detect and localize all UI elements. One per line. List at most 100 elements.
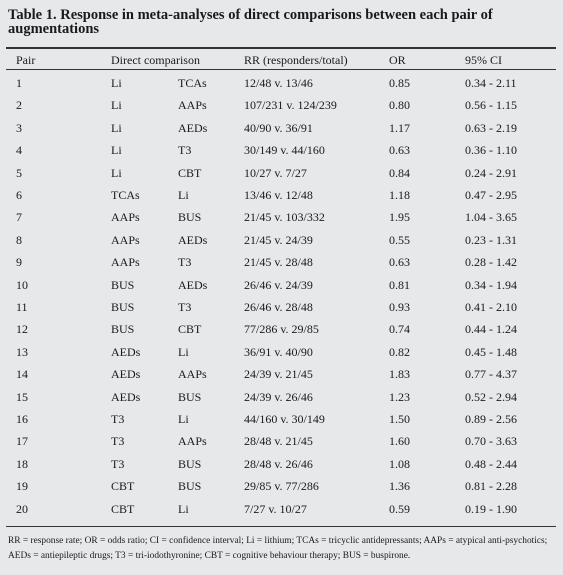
cell-augmentation-a: BUS	[111, 300, 135, 314]
table-bottom-rule	[6, 526, 556, 527]
cell-augmentation-b: CBT	[178, 165, 202, 180]
cell-ci: 0.28 - 1.42	[465, 255, 517, 270]
cell-pair: 13	[16, 344, 28, 359]
cell-or: 1.17	[389, 120, 410, 135]
cell-augmentation-b: AEDs	[178, 120, 208, 135]
header-ci: 95% CI	[465, 53, 502, 67]
cell-augmentation-a: T3	[111, 412, 125, 426]
cell-or: 1.60	[389, 434, 410, 449]
cell-or: 0.84	[389, 165, 410, 180]
cell-pair: 8	[16, 232, 22, 247]
cell-augmentation-a: BUS	[111, 277, 135, 292]
cell-rr: 10/27 v. 7/27	[244, 165, 307, 180]
cell-rr: 26/46 v. 28/48	[244, 300, 313, 314]
cell-augmentation-a: AAPs	[111, 255, 140, 270]
header-top-rule	[6, 47, 556, 49]
cell-ci: 0.47 - 2.95	[465, 188, 517, 202]
table-title: Table 1. Response in meta-analyses of di…	[8, 7, 493, 37]
cell-rr: 44/160 v. 30/149	[244, 412, 325, 426]
cell-augmentation-a: AEDs	[111, 367, 141, 382]
cell-or: 0.80	[389, 98, 410, 113]
cell-augmentation-a: CBT	[111, 501, 135, 516]
cell-or: 0.59	[389, 501, 410, 516]
table-footnote: RR = response rate; OR = odds ratio; CI …	[8, 536, 548, 561]
cell-or: 0.82	[389, 344, 410, 359]
cell-augmentation-a: CBT	[111, 479, 135, 494]
cell-augmentation-a: BUS	[111, 322, 135, 337]
cell-rr: 24/39 v. 21/45	[244, 367, 313, 382]
cell-augmentation-b: BUS	[178, 210, 202, 225]
header-rr: RR (responders/total)	[244, 53, 348, 67]
cell-rr: 40/90 v. 36/91	[244, 120, 313, 135]
cell-pair: 17	[16, 434, 28, 449]
cell-ci: 0.45 - 1.48	[465, 344, 517, 359]
cell-or: 1.08	[389, 456, 410, 471]
cell-or: 0.74	[389, 322, 410, 337]
cell-or: 1.50	[389, 412, 410, 426]
cell-augmentation-b: TCAs	[178, 76, 207, 90]
cell-ci: 0.56 - 1.15	[465, 98, 517, 113]
cell-rr: 30/149 v. 44/160	[244, 143, 325, 158]
header-direct-comparison: Direct comparison	[111, 53, 200, 67]
cell-rr: 28/48 v. 26/46	[244, 456, 313, 471]
cell-augmentation-b: T3	[178, 143, 192, 158]
cell-pair: 7	[16, 210, 22, 225]
cell-augmentation-a: AAPs	[111, 210, 140, 225]
cell-augmentation-b: AAPs	[178, 434, 207, 449]
cell-ci: 0.41 - 2.10	[465, 300, 517, 314]
cell-augmentation-b: AEDs	[178, 232, 208, 247]
cell-ci: 0.36 - 1.10	[465, 143, 517, 158]
header-pair: Pair	[16, 53, 36, 67]
cell-augmentation-a: T3	[111, 456, 125, 471]
cell-or: 1.18	[389, 188, 410, 202]
cell-augmentation-b: AAPs	[178, 98, 207, 113]
cell-augmentation-b: Li	[178, 344, 189, 359]
cell-or: 1.36	[389, 479, 410, 494]
cell-or: 1.23	[389, 389, 410, 404]
cell-ci: 0.48 - 2.44	[465, 456, 517, 471]
cell-rr: 21/45 v. 28/48	[244, 255, 313, 270]
cell-augmentation-b: T3	[178, 255, 192, 270]
cell-augmentation-a: AEDs	[111, 389, 141, 404]
cell-rr: 36/91 v. 40/90	[244, 344, 313, 359]
cell-pair: 16	[16, 412, 28, 426]
cell-ci: 0.23 - 1.31	[465, 232, 517, 247]
header-or: OR	[389, 53, 406, 67]
cell-or: 1.95	[389, 210, 410, 225]
cell-rr: 29/85 v. 77/286	[244, 479, 319, 494]
cell-rr: 13/46 v. 12/48	[244, 188, 313, 202]
cell-augmentation-a: Li	[111, 98, 122, 113]
cell-or: 0.85	[389, 76, 410, 90]
cell-ci: 0.81 - 2.28	[465, 479, 517, 494]
cell-rr: 7/27 v. 10/27	[244, 501, 307, 516]
cell-augmentation-a: TCAs	[111, 188, 140, 202]
cell-ci: 0.77 - 4.37	[465, 367, 517, 382]
cell-augmentation-b: AEDs	[178, 277, 208, 292]
cell-pair: 3	[16, 120, 22, 135]
cell-pair: 1	[16, 76, 22, 90]
cell-rr: 28/48 v. 21/45	[244, 434, 313, 449]
cell-pair: 12	[16, 322, 28, 337]
cell-or: 0.63	[389, 143, 410, 158]
cell-augmentation-b: T3	[178, 300, 192, 314]
header-bottom-rule	[6, 69, 556, 70]
cell-augmentation-a: AAPs	[111, 232, 140, 247]
cell-rr: 12/48 v. 13/46	[244, 76, 313, 90]
cell-augmentation-b: BUS	[178, 456, 202, 471]
cell-pair: 18	[16, 456, 28, 471]
cell-pair: 4	[16, 143, 22, 158]
cell-rr: 26/46 v. 24/39	[244, 277, 313, 292]
cell-or: 0.55	[389, 232, 410, 247]
cell-augmentation-a: T3	[111, 434, 125, 449]
cell-pair: 11	[16, 300, 28, 314]
cell-ci: 0.89 - 2.56	[465, 412, 517, 426]
cell-pair: 20	[16, 501, 28, 516]
cell-pair: 5	[16, 165, 22, 180]
cell-augmentation-b: CBT	[178, 322, 202, 337]
cell-augmentation-a: Li	[111, 76, 122, 90]
cell-rr: 77/286 v. 29/85	[244, 322, 319, 337]
cell-or: 0.81	[389, 277, 410, 292]
cell-augmentation-a: Li	[111, 165, 122, 180]
cell-rr: 21/45 v. 24/39	[244, 232, 313, 247]
